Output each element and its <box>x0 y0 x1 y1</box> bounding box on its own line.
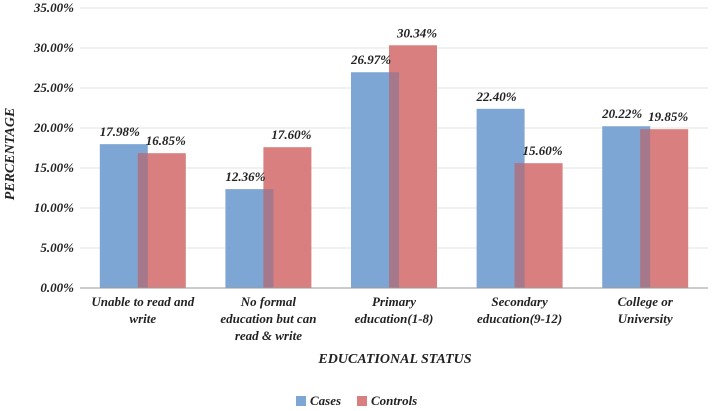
bar-overlap <box>514 163 525 288</box>
data-label-cases: 22.40% <box>476 89 517 104</box>
category-label: Unable to read and write <box>91 294 194 326</box>
bar-overlap <box>263 189 274 288</box>
category-label-line: Primary <box>372 294 416 309</box>
category-label-line: Unable to read and <box>91 294 194 309</box>
data-label-controls: 17.60% <box>271 127 311 142</box>
category-label-line: write <box>129 311 156 326</box>
category-label: Secondary education(9-12) <box>477 294 562 326</box>
data-label-cases: 17.98% <box>100 124 140 139</box>
data-label-cases: 20.22% <box>601 106 642 121</box>
legend-label: Cases <box>310 393 341 406</box>
data-label-cases: 26.97% <box>350 52 391 67</box>
bars <box>99 45 689 289</box>
y-tick-label: 25.00% <box>33 80 74 95</box>
bar-overlap <box>640 129 651 288</box>
legend-label: Controls <box>371 393 417 406</box>
y-axis-ticks: 0.00% 5.00% 10.00% 15.00% 20.00% 25.00% 30.00%… <box>33 0 74 295</box>
bar-overlap <box>389 72 399 289</box>
x-axis-title: EDUCATIONAL STATUS <box>317 352 471 367</box>
category-label: College or University <box>618 294 674 326</box>
category-label-line: No formal <box>240 294 297 309</box>
y-tick-label: 30.00% <box>33 40 74 55</box>
y-tick-label: 20.00% <box>33 120 74 135</box>
legend-item-cases: Cases <box>296 393 341 408</box>
y-tick-label: 10.00% <box>34 200 74 215</box>
data-labels: 17.98% 16.85% 12.36% 17.60% 26.97% 30.34% 22.4… <box>100 25 689 184</box>
y-tick-label: 0.00% <box>40 280 74 295</box>
data-label-controls: 15.60% <box>523 143 563 158</box>
category-label-line: University <box>618 311 673 326</box>
data-label-controls: 19.85% <box>648 109 688 124</box>
x-axis-categories: Unable to read and write No formal educatio… <box>91 294 673 343</box>
data-label-cases: 12.36% <box>225 169 265 184</box>
legend: Cases Controls <box>296 393 417 408</box>
y-tick-label: 5.00% <box>40 240 74 255</box>
legend-swatch <box>357 396 367 406</box>
legend-item-controls: Controls <box>357 393 417 408</box>
category-label: No formal education but can read & write <box>220 294 316 343</box>
legend-swatch <box>296 396 306 406</box>
y-axis-title: PERCENTAGE <box>3 108 18 201</box>
data-label-controls: 16.85% <box>146 133 186 148</box>
category-label-line: education(9-12) <box>477 311 562 326</box>
category-label-line: College or <box>618 294 674 309</box>
data-label-controls: 30.34% <box>396 25 437 40</box>
category-label-line: Secondary <box>491 294 548 309</box>
bar-overlap <box>137 153 148 288</box>
category-label-line: education but can <box>220 311 316 326</box>
y-tick-label: 15.00% <box>34 160 74 175</box>
y-tick-label: 35.00% <box>33 0 74 15</box>
category-label-line: read & write <box>235 328 302 343</box>
category-label-line: education(1-8) <box>355 311 434 326</box>
category-label: Primary education(1-8) <box>355 294 434 326</box>
